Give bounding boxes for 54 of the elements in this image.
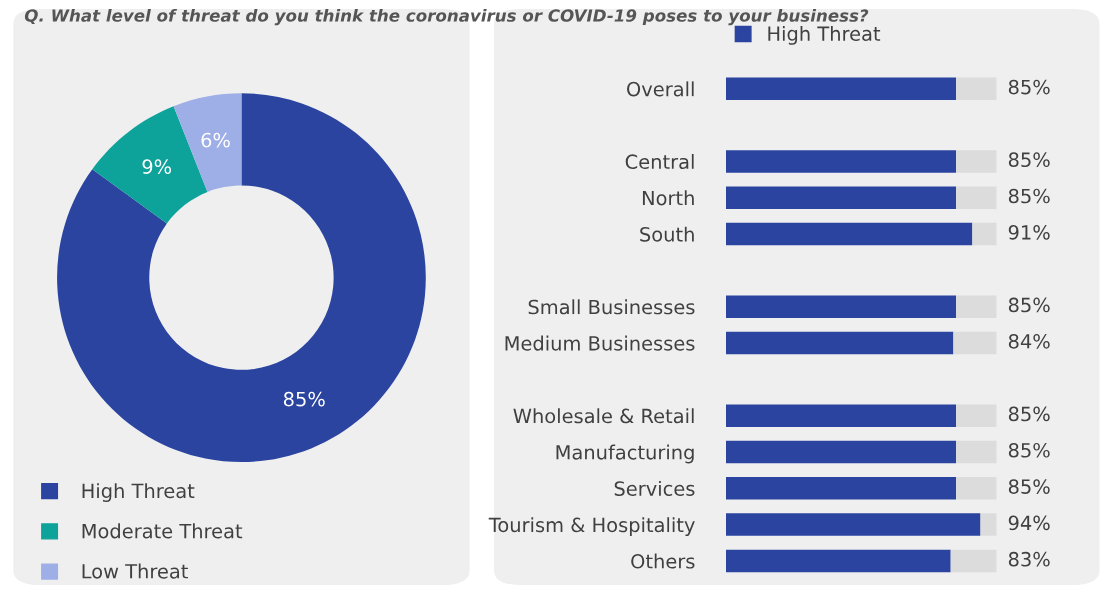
bar [725, 477, 957, 500]
bar [725, 440, 957, 464]
data-label: 85% [1008, 297, 1050, 313]
bar [725, 77, 957, 101]
bar [725, 222, 973, 246]
y-tick-label: Wholesale & Retail [513, 408, 694, 424]
y-tick-label: Services [614, 480, 695, 496]
bar [956, 404, 997, 427]
bar [725, 513, 981, 536]
donut-slice [57, 93, 426, 462]
bar [980, 513, 997, 536]
data-label: 85% [1008, 152, 1050, 168]
y-tick-label: Overall [627, 81, 694, 97]
data-label: 85% [1008, 442, 1050, 458]
bar [956, 440, 997, 464]
bar [725, 331, 954, 355]
data-label: 83% [1008, 551, 1050, 567]
data-label: 85% [283, 391, 325, 407]
legend-label: High Threat [768, 25, 881, 45]
bar [725, 186, 957, 209]
data-label: 85% [1008, 479, 1050, 494]
y-tick-label: Others [631, 553, 695, 569]
data-label: 91% [1008, 224, 1050, 240]
bar [956, 77, 997, 101]
bar [956, 186, 997, 209]
bar [725, 549, 951, 573]
y-tick-label: Central [625, 154, 694, 170]
y-tick-label: Manufacturing [556, 444, 694, 464]
bar [725, 404, 957, 427]
y-tick-label: Tourism & Hospitality [488, 517, 695, 537]
legend-label: Low Threat [82, 563, 188, 579]
data-label: 85% [1008, 406, 1050, 422]
data-label: 85% [1008, 79, 1050, 95]
y-tick-label: Medium Businesses [505, 335, 695, 351]
bar [725, 295, 957, 318]
chart-title: Q. What level of threat do you think the coronavirus or COVID-19 poses to your business? [24, 8, 869, 26]
bar [956, 477, 997, 500]
donut-slice [173, 93, 242, 192]
data-label: 84% [1008, 333, 1050, 349]
bar [956, 150, 997, 173]
data-label: 94% [1008, 515, 1050, 531]
bar [956, 295, 997, 318]
legend-label: High Threat [82, 483, 195, 502]
data-label: 9% [142, 159, 172, 174]
y-tick-label: North [642, 190, 694, 206]
bar [950, 549, 997, 573]
bar [953, 331, 997, 355]
bar [972, 222, 997, 246]
y-tick-label: Small Businesses [528, 299, 695, 315]
data-label: 6% [201, 132, 230, 148]
legend-label: Moderate Threat [82, 523, 243, 539]
bar [725, 150, 957, 173]
data-label: 85% [1008, 188, 1050, 204]
y-tick-label: South [640, 226, 694, 242]
